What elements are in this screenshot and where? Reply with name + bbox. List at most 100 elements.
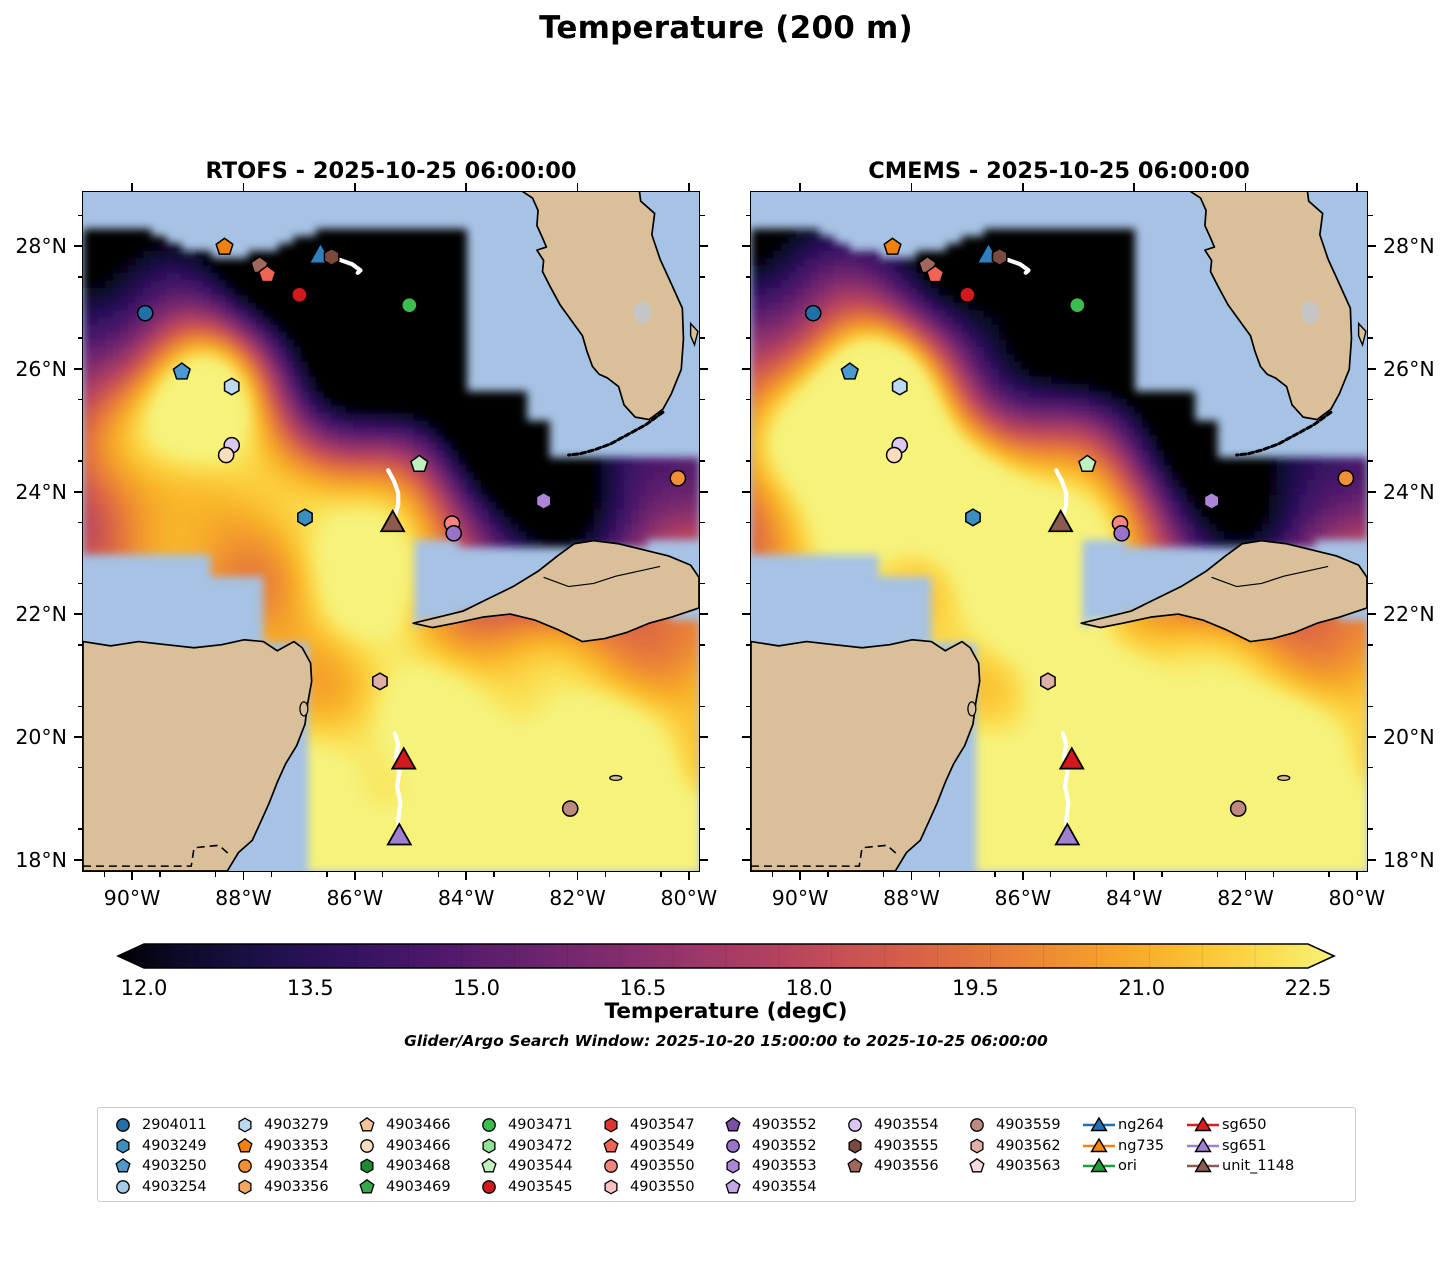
legend-item[interactable]: sg650 [1186,1115,1304,1136]
map-panel-cmems[interactable] [750,191,1368,872]
legend-item[interactable]: 4903545 [472,1177,594,1198]
legend-item[interactable]: 4903550 [594,1156,716,1177]
map-marker-4903553[interactable] [535,491,552,511]
y-axis-tick-label: 28°N [1383,234,1435,259]
legend-item[interactable]: sg651 [1186,1136,1304,1157]
legend-label: 4903279 [264,1117,329,1134]
map-marker-4903562[interactable] [1039,672,1056,691]
map-marker-4903544[interactable] [1078,454,1097,473]
map-marker-sg651[interactable] [386,822,413,846]
map-marker-4903552[interactable] [1113,524,1131,542]
legend-marker-4903550 [594,1177,628,1197]
legend-item[interactable]: 4903468 [350,1156,472,1177]
legend-item[interactable]: 4903353 [228,1136,350,1157]
legend-item[interactable]: unit_1148 [1186,1156,1304,1177]
legend-marker-4903468 [350,1156,384,1176]
legend-item[interactable]: 4903550 [594,1177,716,1198]
x-axis-tick [576,872,579,880]
y-axis-minor-tick [77,521,82,524]
y-axis-minor-tick [745,276,750,278]
legend-item[interactable]: 4903563 [960,1156,1082,1177]
map-marker-4903555[interactable] [991,247,1008,266]
map-marker-4903552[interactable] [445,524,463,542]
legend-item[interactable]: 4903547 [594,1115,716,1136]
map-marker-4903549[interactable] [926,264,945,283]
legend-item[interactable]: 4903544 [472,1156,594,1177]
map-marker-4903250[interactable] [840,362,860,380]
legend-item[interactable]: 4903554 [716,1177,838,1198]
legend-item[interactable]: 4903556 [838,1156,960,1177]
map-marker-4903471[interactable] [401,296,418,314]
map-marker-4903466[interactable] [217,446,235,464]
legend-item[interactable]: 4903549 [594,1136,716,1157]
legend-item[interactable]: 4903354 [228,1156,350,1177]
legend-label: 4903553 [752,1158,817,1175]
legend-item[interactable]: 4903553 [716,1156,838,1177]
legend-item[interactable]: 4903279 [228,1115,350,1136]
legend-item[interactable]: ng264 [1082,1115,1186,1136]
y-axis-minor-tick [745,398,750,401]
legend-marker-4903553 [716,1156,750,1176]
map-marker-4903544[interactable] [410,454,429,473]
x-axis-tick-top [576,183,579,191]
legend-item[interactable]: 4903356 [228,1177,350,1198]
legend-item[interactable]: ori [1082,1156,1186,1177]
map-marker-unit_1148[interactable] [1047,509,1074,533]
map-marker-sg650[interactable] [390,746,417,770]
map-marker-sg650[interactable] [1058,746,1085,770]
legend-label: 4903552 [752,1137,817,1154]
x-axis-tick [465,872,468,880]
legend-item[interactable]: 4903552 [716,1136,838,1157]
search-window-caption: Glider/Argo Search Window: 2025-10-20 15… [404,1032,1048,1050]
panel-title-cmems: CMEMS - 2025-10-25 06:00:00 [868,158,1250,184]
legend-item[interactable]: 4903562 [960,1136,1082,1157]
legend-item[interactable]: ng735 [1082,1136,1186,1157]
map-marker-4903250[interactable] [172,362,192,380]
map-marker-4903353[interactable] [215,237,234,255]
legend-item[interactable]: 4903552 [716,1115,838,1136]
y-axis-tick [1368,613,1376,616]
legend-item[interactable]: 4903555 [838,1136,960,1157]
legend-item[interactable]: 4903469 [350,1177,472,1198]
map-marker-4903249[interactable] [297,508,313,527]
map-marker-4903353[interactable] [883,237,902,255]
map-marker-4903562[interactable] [371,672,388,691]
map-marker-2904011[interactable] [136,304,154,322]
legend-column: 4903554 4903555 4903556 [838,1115,960,1177]
legend-label: 4903550 [630,1158,695,1175]
map-marker-4903279[interactable] [223,377,240,396]
legend-item[interactable]: 4903466 [350,1115,472,1136]
map-marker-4903545[interactable] [959,286,976,304]
x-axis-tick-label: 88°W [883,886,940,910]
map-marker-2904011[interactable] [804,304,822,322]
legend-column: 4903279 4903353 4903354 4903356 [228,1115,350,1197]
legend-item[interactable]: 4903554 [838,1115,960,1136]
map-marker-4903549[interactable] [258,264,277,283]
legend-item[interactable]: 4903250 [106,1156,228,1177]
legend-item[interactable]: 4903466 [350,1136,472,1157]
map-marker-4903279[interactable] [891,377,908,396]
legend-item[interactable]: 2904011 [106,1115,228,1136]
map-marker-4903559[interactable] [561,800,579,817]
x-axis-tick-label: 88°W [215,886,272,910]
map-marker-unit_1148[interactable] [379,509,406,533]
map-marker-sg651[interactable] [1054,822,1081,846]
legend-item[interactable]: 4903249 [106,1136,228,1157]
map-panel-rtofs[interactable] [82,191,700,872]
legend-item[interactable]: 4903559 [960,1115,1082,1136]
map-marker-4903559[interactable] [1229,800,1247,817]
legend-item[interactable]: 4903472 [472,1136,594,1157]
y-axis-minor-tick [1368,644,1373,646]
x-axis-tick [687,872,690,880]
legend-item[interactable]: 4903254 [106,1177,228,1198]
map-marker-4903545[interactable] [291,286,308,304]
legend-item[interactable]: 4903471 [472,1115,594,1136]
map-marker-4903555[interactable] [323,247,340,266]
map-marker-4903354[interactable] [669,469,687,487]
y-axis-tick-label: 18°N [15,847,67,872]
map-marker-4903471[interactable] [1069,296,1086,314]
map-marker-4903249[interactable] [965,508,981,527]
map-marker-4903553[interactable] [1203,491,1220,511]
map-marker-4903466[interactable] [885,446,903,464]
map-marker-4903354[interactable] [1337,469,1355,487]
